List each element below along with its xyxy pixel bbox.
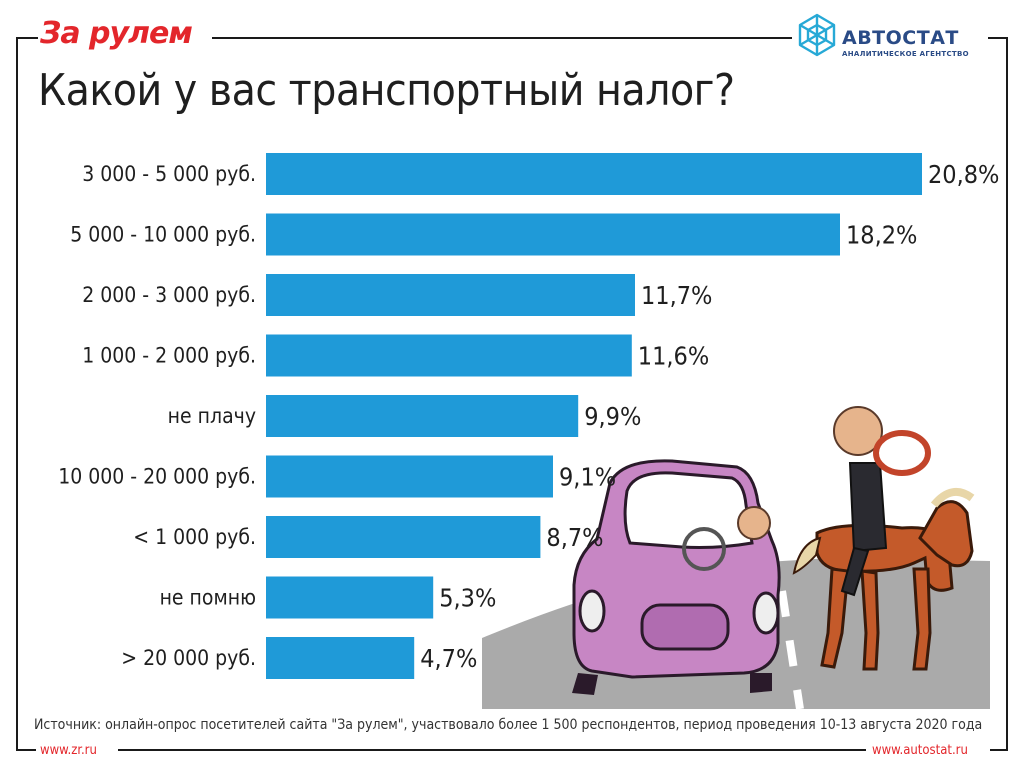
category-label: не помню (160, 586, 256, 610)
frame-bottom-left (16, 749, 36, 751)
value-label: 11,6% (638, 342, 709, 371)
value-label: 9,9% (584, 402, 641, 431)
category-label: 3 000 - 5 000 руб. (82, 162, 256, 186)
zr-site-link[interactable]: www.zr.ru (40, 743, 97, 758)
value-label: 18,2% (846, 221, 917, 250)
bar (266, 395, 579, 437)
category-label: 10 000 - 20 000 руб. (58, 465, 256, 489)
category-label: 5 000 - 10 000 руб. (70, 223, 256, 247)
rider (833, 406, 931, 597)
bar (266, 274, 635, 316)
bar (266, 213, 840, 256)
bar (266, 637, 415, 679)
category-label: не плачу (168, 404, 256, 428)
page-title: Какой у вас транспортный налог? (38, 65, 735, 116)
autostat-name: АВТОСТАТ (842, 27, 959, 49)
value-label: 20,8% (928, 160, 999, 189)
category-label: < 1 000 руб. (133, 525, 256, 549)
frame-top-right (988, 37, 1008, 39)
frame-top-left (16, 37, 38, 39)
autostat-site-link[interactable]: www.autostat.ru (872, 743, 968, 758)
zarulem-logo: За рулем (40, 16, 193, 51)
category-label: 2 000 - 3 000 руб. (82, 283, 256, 307)
frame-top-mid (212, 37, 792, 39)
source-note: Источник: онлайн-опрос посетителей сайта… (34, 717, 983, 733)
category-label: 1 000 - 2 000 руб. (82, 344, 256, 368)
bar (266, 576, 434, 619)
autostat-logo: АВТОСТАТ АНАЛИТИЧЕСКОЕ АГЕНТСТВО (792, 10, 988, 62)
value-label: 11,7% (641, 281, 712, 310)
frame-left (16, 37, 18, 750)
bar (266, 455, 553, 498)
bar (266, 334, 632, 377)
bar (266, 516, 541, 558)
value-label: 9,1% (559, 463, 616, 492)
autostat-emblem-icon (798, 13, 836, 57)
horse (792, 487, 975, 671)
cartoon-illustration (482, 333, 990, 709)
bar (266, 153, 922, 195)
frame-bottom-mid (118, 749, 866, 751)
autostat-subtitle: АНАЛИТИЧЕСКОЕ АГЕНТСТВО (842, 50, 969, 58)
frame-right (1006, 37, 1008, 750)
value-label: 5,3% (439, 584, 496, 613)
category-label: > 20 000 руб. (121, 646, 256, 670)
value-label: 8,7% (546, 523, 603, 552)
frame-bottom-right (990, 749, 1008, 751)
car (572, 459, 781, 695)
value-label: 4,7% (420, 644, 477, 673)
